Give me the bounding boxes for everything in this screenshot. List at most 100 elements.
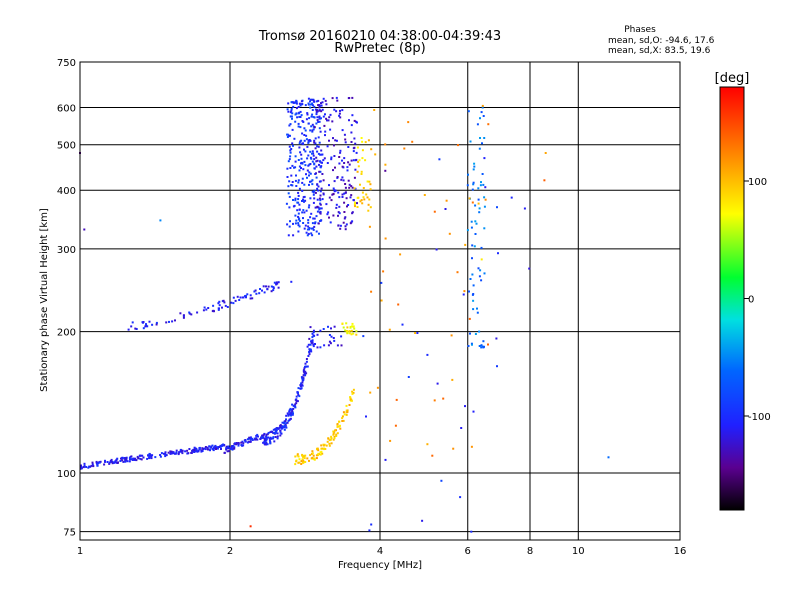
data-point <box>528 267 531 270</box>
data-point <box>320 165 323 168</box>
data-point <box>312 345 315 348</box>
data-point <box>309 129 312 132</box>
data-point <box>336 432 339 435</box>
data-point <box>218 446 221 448</box>
data-point <box>335 203 338 206</box>
data-point <box>474 233 477 235</box>
data-point <box>309 150 312 153</box>
data-point <box>119 460 122 462</box>
data-point <box>317 145 320 148</box>
data-point <box>129 458 131 461</box>
data-point <box>316 346 319 349</box>
data-point <box>416 332 419 334</box>
data-point <box>317 452 320 455</box>
data-point <box>300 114 303 117</box>
data-point <box>289 123 292 126</box>
data-point <box>470 226 473 229</box>
data-point <box>303 134 306 136</box>
data-point <box>479 137 481 139</box>
data-point <box>299 384 302 387</box>
data-point <box>340 178 343 181</box>
data-point <box>362 187 365 189</box>
data-point <box>238 299 241 301</box>
data-point <box>262 285 265 288</box>
data-point <box>196 450 199 453</box>
data-point <box>306 157 309 160</box>
data-point <box>309 106 312 109</box>
data-point <box>280 432 283 435</box>
data-point <box>116 457 119 460</box>
data-point <box>290 414 292 417</box>
data-point <box>317 104 320 107</box>
x-tick-label: 1 <box>77 546 83 557</box>
data-point <box>332 438 335 441</box>
data-point <box>302 378 305 381</box>
data-point <box>112 461 115 464</box>
data-point <box>292 105 295 108</box>
data-point <box>294 113 297 116</box>
data-point <box>220 445 223 448</box>
data-point <box>471 273 474 276</box>
data-point <box>473 162 476 165</box>
data-point <box>523 207 526 210</box>
data-point <box>222 299 225 302</box>
data-point <box>277 427 280 430</box>
data-point <box>344 186 347 189</box>
data-point <box>228 447 231 450</box>
data-point <box>318 163 320 166</box>
data-point <box>311 123 314 126</box>
data-point <box>288 134 290 137</box>
data-point <box>346 205 348 208</box>
data-point <box>302 196 305 199</box>
data-point <box>317 222 320 225</box>
data-point <box>308 227 311 229</box>
data-point <box>309 163 312 165</box>
data-point <box>227 445 230 448</box>
data-point <box>339 427 342 430</box>
data-point <box>313 197 316 200</box>
data-point <box>312 331 315 334</box>
data-point <box>351 392 354 395</box>
data-point <box>300 162 302 165</box>
data-point <box>304 104 307 107</box>
data-point <box>338 196 341 199</box>
data-point <box>328 216 330 219</box>
data-point <box>294 199 297 202</box>
data-point <box>305 173 307 176</box>
data-point <box>300 387 303 390</box>
data-point <box>338 114 341 117</box>
data-point <box>242 442 245 445</box>
data-point <box>334 166 336 169</box>
data-point <box>305 365 308 368</box>
data-point <box>124 458 127 461</box>
data-point <box>352 150 355 153</box>
data-point <box>187 452 190 455</box>
data-point <box>478 275 481 278</box>
data-point <box>256 433 259 436</box>
colorbar-tick-label: -100 <box>748 412 771 423</box>
data-point <box>303 372 306 375</box>
data-point <box>329 113 332 116</box>
data-point <box>196 311 199 314</box>
data-point <box>289 155 292 158</box>
data-point <box>128 460 131 463</box>
data-point <box>240 444 243 446</box>
data-point <box>292 407 295 410</box>
data-point <box>285 422 288 425</box>
data-point <box>285 418 287 421</box>
data-point <box>241 296 244 299</box>
data-point <box>125 459 128 462</box>
data-point <box>356 146 359 149</box>
data-point <box>260 436 263 439</box>
data-point <box>336 423 339 425</box>
data-point <box>478 207 481 210</box>
data-point <box>275 430 278 433</box>
data-point <box>376 386 379 389</box>
data-point <box>470 220 473 223</box>
data-point <box>471 343 473 346</box>
data-point <box>286 108 289 111</box>
data-point <box>170 450 173 453</box>
data-point <box>312 201 315 204</box>
data-point <box>338 112 341 115</box>
data-point <box>330 158 333 161</box>
